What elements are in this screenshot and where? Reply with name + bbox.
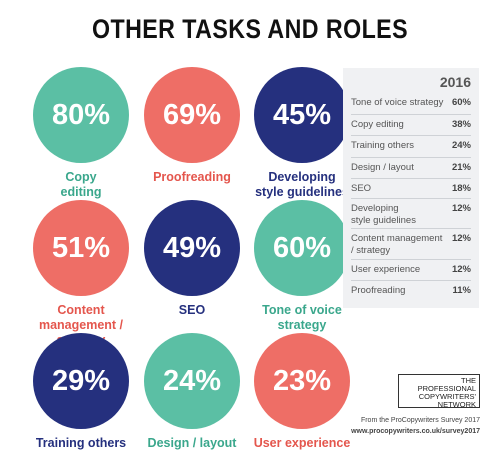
- table-row-value: 18%: [451, 183, 471, 194]
- table-divider: [351, 178, 471, 179]
- percent-circle: 24%: [144, 333, 240, 429]
- task-item: 60% Tone of voice strategy: [238, 200, 366, 333]
- table-row: Developing style guidelines 12%: [351, 203, 471, 227]
- table-row: Training others 24%: [351, 140, 471, 152]
- table-row-label: Content management / strategy: [351, 233, 443, 256]
- task-item: 69% Proofreading: [128, 67, 256, 185]
- table-row-value: 24%: [451, 140, 471, 151]
- task-item: 45% Developing style guidelines: [238, 67, 366, 200]
- table-row-value: 11%: [452, 285, 472, 296]
- table-row-label: Training others: [351, 140, 415, 151]
- table-divider: [351, 259, 471, 260]
- table-row-label: Copy editing: [351, 119, 404, 130]
- table-row-label: Proofreading: [351, 285, 406, 296]
- network-logo: THE PROFESSIONAL COPYWRITERS' NETWORK: [398, 374, 480, 409]
- task-label: Copy editing: [60, 170, 102, 199]
- table-year-header: 2016: [439, 74, 471, 90]
- task-item: 49% SEO: [128, 200, 256, 318]
- table-divider: [351, 228, 471, 229]
- table-row-label: Developing style guidelines: [351, 203, 416, 226]
- percent-circle: 80%: [33, 67, 129, 163]
- table-row: SEO 18%: [351, 183, 471, 195]
- table-row: User experience 12%: [351, 264, 471, 276]
- task-label: Developing style guidelines: [255, 170, 349, 199]
- table-row: Tone of voice strategy 60%: [351, 97, 471, 109]
- percent-circle: 23%: [254, 333, 350, 429]
- percent-circle: 45%: [254, 67, 350, 163]
- table-row-value: 12%: [451, 203, 471, 214]
- task-item: 80% Copy editing: [17, 67, 145, 200]
- table-row-value: 12%: [451, 264, 471, 275]
- source-line: From the ProCopywriters Survey 2017: [360, 417, 480, 424]
- task-label: Training others: [35, 436, 127, 450]
- table-row-value: 38%: [451, 119, 471, 130]
- table-row: Content management / strategy 12%: [351, 233, 471, 257]
- task-item: 29% Training others: [17, 333, 145, 451]
- table-row-label: SEO: [351, 183, 372, 194]
- table-row-label: User experience: [351, 264, 421, 275]
- table-divider: [351, 157, 471, 158]
- percent-circle: 60%: [254, 200, 350, 296]
- table-divider: [351, 198, 471, 199]
- task-item: 24% Design / layout: [128, 333, 256, 451]
- task-label: SEO: [178, 303, 206, 317]
- table-row-value: 21%: [451, 162, 471, 173]
- table-row: Proofreading 11%: [351, 285, 471, 297]
- table-row: Design / layout 21%: [351, 162, 471, 174]
- table-row-label: Tone of voice strategy: [351, 97, 444, 108]
- percent-circle: 51%: [33, 200, 129, 296]
- task-item: 51%Content management / strategy: [17, 200, 145, 348]
- table-divider: [351, 114, 471, 115]
- table-divider: [351, 135, 471, 136]
- table-row-value: 12%: [451, 233, 471, 244]
- table-row-label: Design / layout: [351, 162, 414, 173]
- table-row-value: 60%: [451, 97, 471, 108]
- percent-circle: 29%: [33, 333, 129, 429]
- percent-circle: 49%: [144, 200, 240, 296]
- comparison-table-2016: 2016 Tone of voice strategy 60% Copy editi…: [343, 68, 479, 308]
- page-title: OTHER TASKS AND ROLES: [91, 14, 409, 44]
- task-label: Tone of voice strategy: [262, 303, 342, 332]
- task-label: Proofreading: [153, 170, 231, 184]
- task-item: 23% User experience: [238, 333, 366, 451]
- task-label: Design / layout: [147, 436, 237, 450]
- task-label: User experience: [253, 436, 351, 450]
- source-url: www.procopywriters.co.uk/survey2017: [351, 428, 480, 435]
- table-row: Copy editing 38%: [351, 119, 471, 131]
- table-divider: [351, 280, 471, 281]
- percent-circle: 69%: [144, 67, 240, 163]
